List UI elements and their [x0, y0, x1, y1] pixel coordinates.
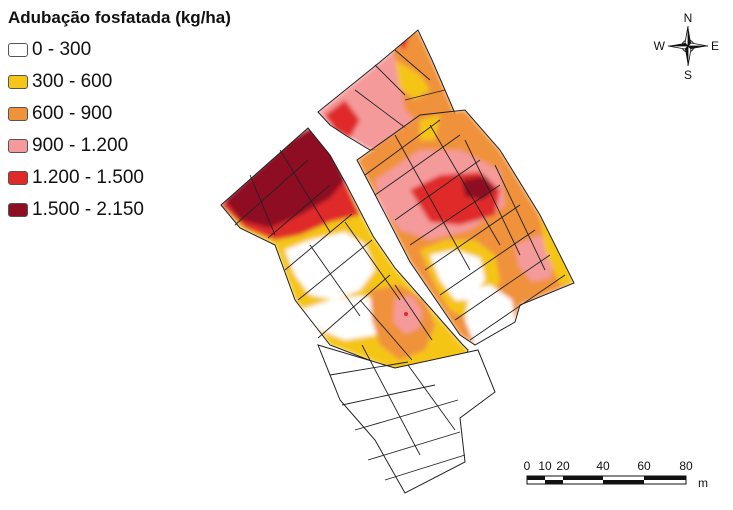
- scale-bar-segment: [563, 476, 603, 480]
- scale-bar-segment: [527, 476, 545, 480]
- compass-south-label: S: [684, 68, 692, 82]
- legend-item: 600 - 900: [8, 98, 231, 130]
- legend-label: 900 - 1.200: [32, 135, 129, 156]
- legend-item: 0 - 300: [8, 34, 231, 66]
- compass-west-label: W: [654, 39, 666, 53]
- north-arrow-compass-icon: N S E W: [654, 11, 719, 82]
- legend-item: 1.200 - 1.500: [8, 162, 231, 194]
- legend-swatch: [8, 171, 28, 185]
- legend-title: Adubação fosfatada (kg/ha): [8, 8, 231, 27]
- legend-item: 900 - 1.200: [8, 130, 231, 162]
- compass-north-label: N: [684, 11, 693, 25]
- legend-swatch: [8, 203, 28, 217]
- scale-tick-label: 60: [637, 459, 651, 473]
- legend-swatch: [8, 75, 28, 89]
- scale-tick-label: 40: [596, 459, 610, 473]
- legend-label: 0 - 300: [32, 39, 92, 60]
- legend-label: 300 - 600: [32, 71, 113, 92]
- legend-swatch: [8, 107, 28, 121]
- west-field-block: [220, 127, 469, 373]
- scale-bar-segment: [545, 480, 563, 484]
- scale-tick-label: 20: [556, 459, 570, 473]
- scale-bar-segment: [603, 480, 644, 484]
- legend-label: 600 - 900: [32, 103, 113, 124]
- compass-east-label: E: [711, 39, 719, 53]
- scale-bar: 0 10 20 40 60 80 m: [524, 459, 708, 490]
- hotspot-marker: [404, 312, 408, 316]
- legend-item: 1.500 - 2.150: [8, 194, 231, 226]
- scale-tick-label: 0: [524, 459, 531, 473]
- legend-label: 1.200 - 1.500: [32, 167, 144, 188]
- legend-item: 300 - 600: [8, 66, 231, 98]
- legend: Adubação fosfatada (kg/ha) 0 - 300 300 - …: [8, 8, 231, 226]
- scale-unit-label: m: [698, 476, 708, 490]
- south-field-block: [317, 344, 496, 494]
- legend-swatch: [8, 139, 28, 153]
- legend-swatch: [8, 43, 28, 57]
- legend-label: 1.500 - 2.150: [32, 199, 144, 220]
- scale-bar-segment: [644, 476, 686, 480]
- scale-tick-label: 80: [679, 459, 693, 473]
- east-field-block: [356, 109, 575, 346]
- scale-tick-label: 10: [538, 459, 552, 473]
